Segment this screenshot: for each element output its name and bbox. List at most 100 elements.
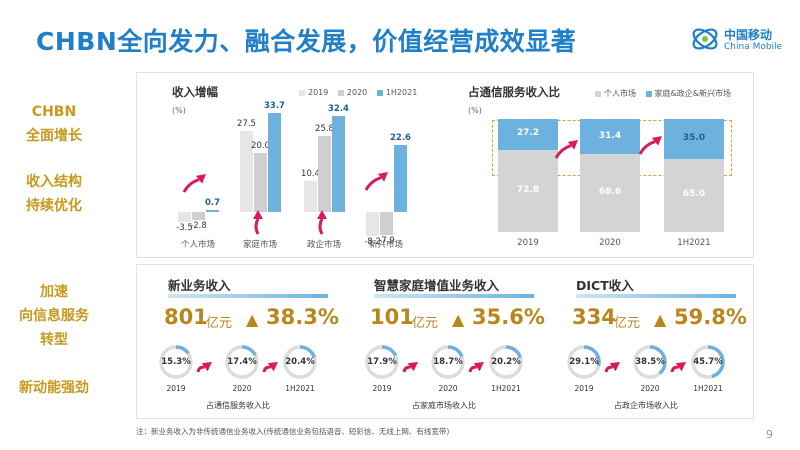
ratio-donut: 18.7%: [430, 344, 466, 380]
side-label-text: 收入结构 持续优化: [26, 174, 82, 214]
donut-arrow: [196, 362, 212, 373]
card-amount: 801: [164, 305, 208, 329]
side-label-text: 加速 向信息服务 转型: [19, 284, 89, 348]
card-title-underline: [374, 294, 534, 298]
donut-ring: [489, 345, 523, 379]
donut-ring: [159, 345, 193, 379]
growth-bar: [304, 181, 317, 212]
donut-year-label: 2019: [372, 384, 392, 393]
donut-year-label: 2019: [166, 384, 186, 393]
legend-label: 个人市场: [604, 89, 636, 98]
share-bar-personal: [498, 149, 558, 232]
share-category-label: 1H2021: [677, 238, 711, 248]
growth-bar: [268, 112, 281, 212]
share-value-other: 35.0: [682, 132, 706, 143]
share-category-label: 2020: [599, 238, 621, 248]
share-value-personal: 72.8: [516, 184, 540, 195]
growth-arrow-home: [253, 210, 263, 235]
donut-arrow: [604, 362, 620, 373]
side-label-transform: 加速 向信息服务 转型: [8, 280, 100, 352]
legend-label: 1H2021: [385, 88, 418, 97]
growth-value-label: -3.5: [176, 223, 193, 234]
bottom-panel: [136, 264, 754, 419]
donut-arrow: [402, 362, 418, 373]
card-amount-unit: 亿元: [614, 316, 641, 331]
page-number: 9: [766, 428, 773, 441]
donut-year-label: 2020: [438, 384, 458, 393]
share-value-other: 27.2: [516, 128, 540, 139]
donut-ring: [633, 345, 667, 379]
side-label-structure: 收入结构 持续优化: [8, 170, 100, 218]
donut-ring: [691, 345, 725, 379]
ratio-caption: 占家庭市场收入比: [412, 401, 476, 410]
ratio-donut: 17.9%: [364, 344, 400, 380]
card-growth-arrow-icon: ▲: [452, 310, 465, 329]
donut-year-label: 1H2021: [285, 384, 315, 393]
share-category-label: 2019: [517, 238, 539, 248]
logo-text-en: China Mobile: [724, 42, 783, 52]
growth-bar: [192, 212, 205, 221]
donut-arrow: [262, 362, 278, 373]
growth-bar: [206, 209, 219, 212]
growth-arrow-emerging: [364, 172, 388, 191]
share-arrow-1: [554, 140, 578, 159]
donut-value-label: 29.1%: [569, 357, 599, 367]
card-title-underline: [168, 294, 328, 298]
card-amount-unit: 亿元: [412, 316, 439, 331]
ratio-donut: 38.5%: [632, 344, 668, 380]
legend-swatch-1h2021: [376, 89, 383, 96]
side-label-momentum: 新动能强劲: [8, 376, 100, 400]
donut-ring: [225, 345, 259, 379]
donut-year-label: 2019: [574, 384, 594, 393]
growth-bar: [240, 130, 253, 212]
china-mobile-logo: 中国移动 China Mobile: [690, 24, 783, 60]
card-title-underline: [576, 294, 736, 298]
growth-value-label: 33.7: [264, 100, 285, 111]
growth-category-label: 个人市场: [180, 240, 215, 250]
share-bar-other: [664, 119, 724, 159]
ratio-donut: 15.3%: [158, 344, 194, 380]
growth-value-label: 10.4: [301, 169, 320, 180]
growth-chart-legend: 2019 2020 1H2021: [292, 88, 417, 97]
ratio-donut: 29.1%: [566, 344, 602, 380]
card-amount-unit: 亿元: [206, 316, 233, 331]
growth-bar: [332, 116, 345, 212]
donut-value-label: 17.4%: [227, 357, 257, 367]
share-value-other: 31.4: [598, 130, 622, 141]
logo-text-cn: 中国移动: [724, 28, 773, 42]
legend-swatch-other: [645, 90, 652, 97]
legend-label: 2019: [308, 88, 329, 97]
donut-value-label: 18.7%: [433, 357, 463, 367]
growth-category-label: 新兴市场: [368, 240, 403, 250]
growth-arrow-gov: [317, 210, 327, 235]
card-title: 智慧家庭增值业务收入: [374, 278, 500, 293]
ratio-donut: 45.7%: [690, 344, 726, 380]
donut-value-label: 38.5%: [635, 357, 665, 367]
card-growth-arrow-icon: ▲: [654, 310, 667, 329]
card-growth-pct: 59.8%: [674, 305, 747, 329]
share-bar-other: [580, 119, 640, 155]
growth-bar: [254, 153, 267, 212]
donut-ring: [283, 345, 317, 379]
card-growth-pct: 38.3%: [266, 305, 339, 329]
card-title: 新业务收入: [168, 278, 231, 293]
donut-ring: [431, 345, 465, 379]
donut-year-label: 1H2021: [491, 384, 521, 393]
side-label-text: 新动能强劲: [19, 380, 89, 396]
donut-value-label: 17.9%: [367, 357, 397, 367]
growth-value-label: 32.4: [328, 104, 349, 115]
donut-value-label: 20.4%: [285, 357, 315, 367]
top-panel: [136, 72, 754, 258]
donut-arrow: [468, 362, 484, 373]
card-amount: 101: [370, 305, 414, 329]
donut-ring: [567, 345, 601, 379]
share-arrow-2: [638, 136, 662, 155]
share-chart-unit: (%): [468, 106, 482, 115]
share-value-personal: 68.6: [598, 187, 622, 198]
share-value-personal: 65.0: [682, 189, 706, 200]
growth-category-label: 政企市场: [306, 240, 341, 250]
share-chart-legend: 个人市场 家庭&政企&新兴市场: [588, 88, 731, 99]
legend-label: 家庭&政企&新兴市场: [654, 89, 732, 98]
share-chart-title: 占通信服务收入比: [468, 85, 560, 99]
growth-value-label: 22.6: [390, 133, 411, 144]
